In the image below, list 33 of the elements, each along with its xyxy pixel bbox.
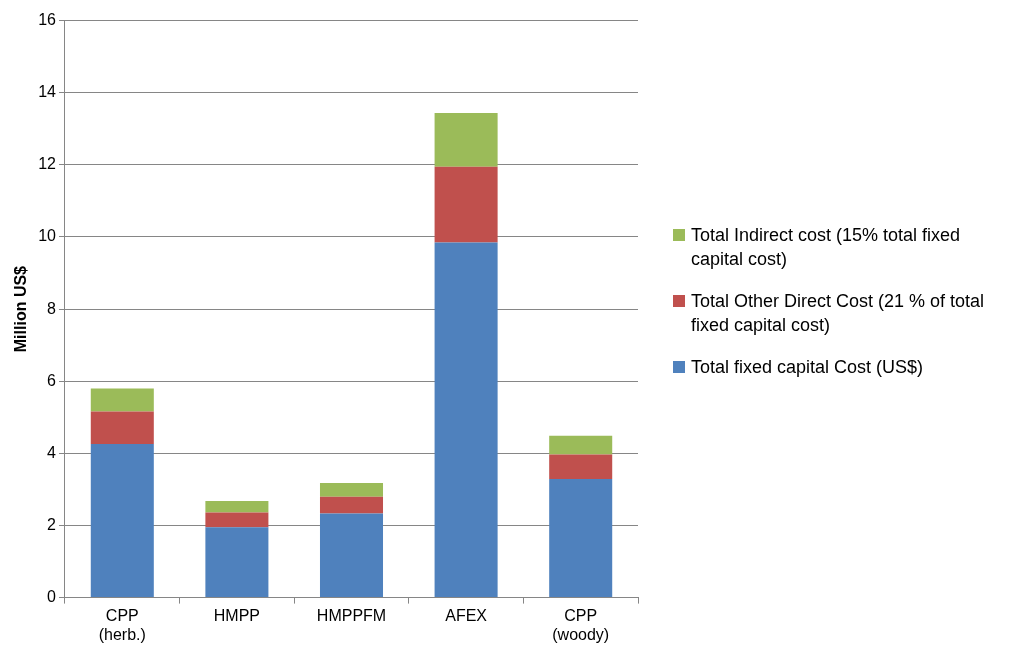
y-tick-label: 0: [47, 588, 57, 606]
y-tick-label: 6: [47, 371, 57, 389]
y-tick-label: 8: [47, 299, 57, 317]
legend-label: Total Other Direct Cost (21 % of total fixed capital cost): [691, 290, 986, 337]
bar: [205, 512, 269, 528]
bar: [549, 454, 613, 479]
bar: [205, 500, 269, 513]
bar: [549, 478, 613, 598]
legend-label: Total fixed capital Cost (US$): [691, 356, 924, 379]
legend-label: Total Indirect cost (15% total fixed capital cost): [691, 224, 962, 271]
y-tick-label: 10: [38, 227, 57, 245]
bar: [434, 166, 498, 243]
x-tick-label: AFEX: [445, 606, 488, 624]
y-tick-label: 2: [47, 515, 57, 533]
bar: [205, 527, 269, 598]
bar: [90, 411, 154, 444]
y-tick-label: 4: [47, 443, 57, 461]
bar: [434, 242, 498, 598]
bar: [319, 513, 384, 598]
bar: [319, 496, 384, 514]
bar: [319, 482, 384, 497]
y-tick-label: 14: [38, 83, 57, 101]
x-tick-label: CPP (woody): [552, 606, 610, 643]
bar: [90, 388, 154, 412]
y-tick-label: 12: [38, 155, 57, 173]
x-tick-label: HMPPFM: [316, 606, 387, 624]
y-tick-label: 16: [38, 11, 57, 29]
bar: [549, 435, 613, 455]
x-tick-label: CPP (herb.): [98, 606, 146, 643]
x-tick-label: HMPP: [213, 606, 261, 624]
bar: [434, 112, 498, 167]
y-axis-title: Million US$: [12, 265, 30, 353]
bar: [90, 443, 154, 598]
